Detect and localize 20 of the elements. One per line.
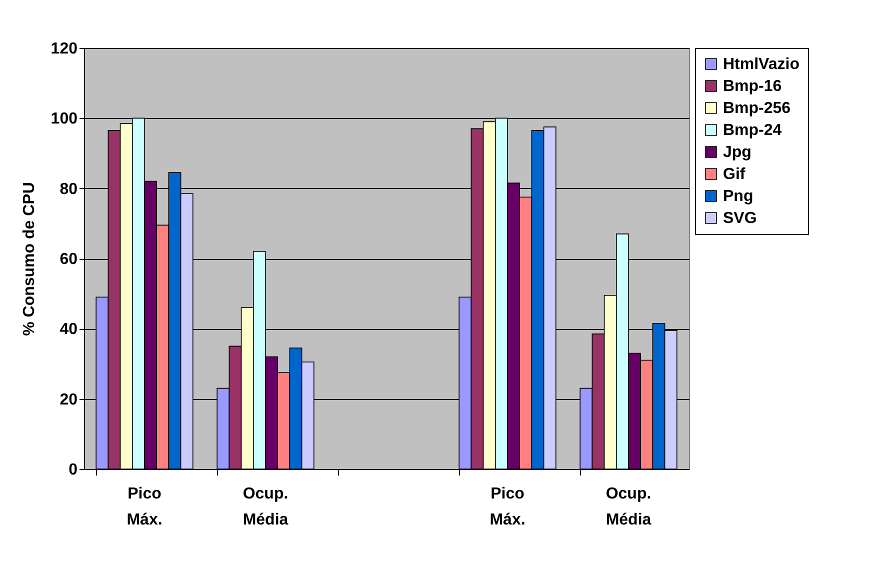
y-tick-label: 100 bbox=[50, 110, 78, 128]
y-tick-label: 120 bbox=[50, 40, 78, 58]
x-tick-label: Ocup. Média bbox=[242, 486, 288, 528]
legend-label: Bmp-16 bbox=[723, 78, 782, 95]
x-tick-label: Pico Máx. bbox=[490, 486, 526, 528]
legend-label: Png bbox=[723, 188, 754, 205]
y-tick-label: 80 bbox=[60, 180, 78, 198]
legend-label: Bmp-256 bbox=[723, 100, 791, 117]
y-tick-label: 0 bbox=[68, 462, 78, 478]
y-axis-title: % Consumo de CPU bbox=[20, 182, 38, 336]
y-tick-label: 40 bbox=[60, 321, 78, 338]
y-tick-label: 20 bbox=[60, 391, 78, 408]
legend-label: Gif bbox=[723, 166, 746, 183]
legend-label: Bmp-24 bbox=[723, 122, 782, 139]
x-tick-label: Pico Máx. bbox=[126, 486, 162, 528]
legend-label: HtmlVazio bbox=[723, 56, 800, 73]
legend-label: Jpg bbox=[723, 144, 752, 161]
y-tick-label: 60 bbox=[60, 251, 78, 268]
x-tick-label: Ocup. Média bbox=[606, 486, 652, 528]
legend-label: SVG bbox=[723, 210, 757, 227]
